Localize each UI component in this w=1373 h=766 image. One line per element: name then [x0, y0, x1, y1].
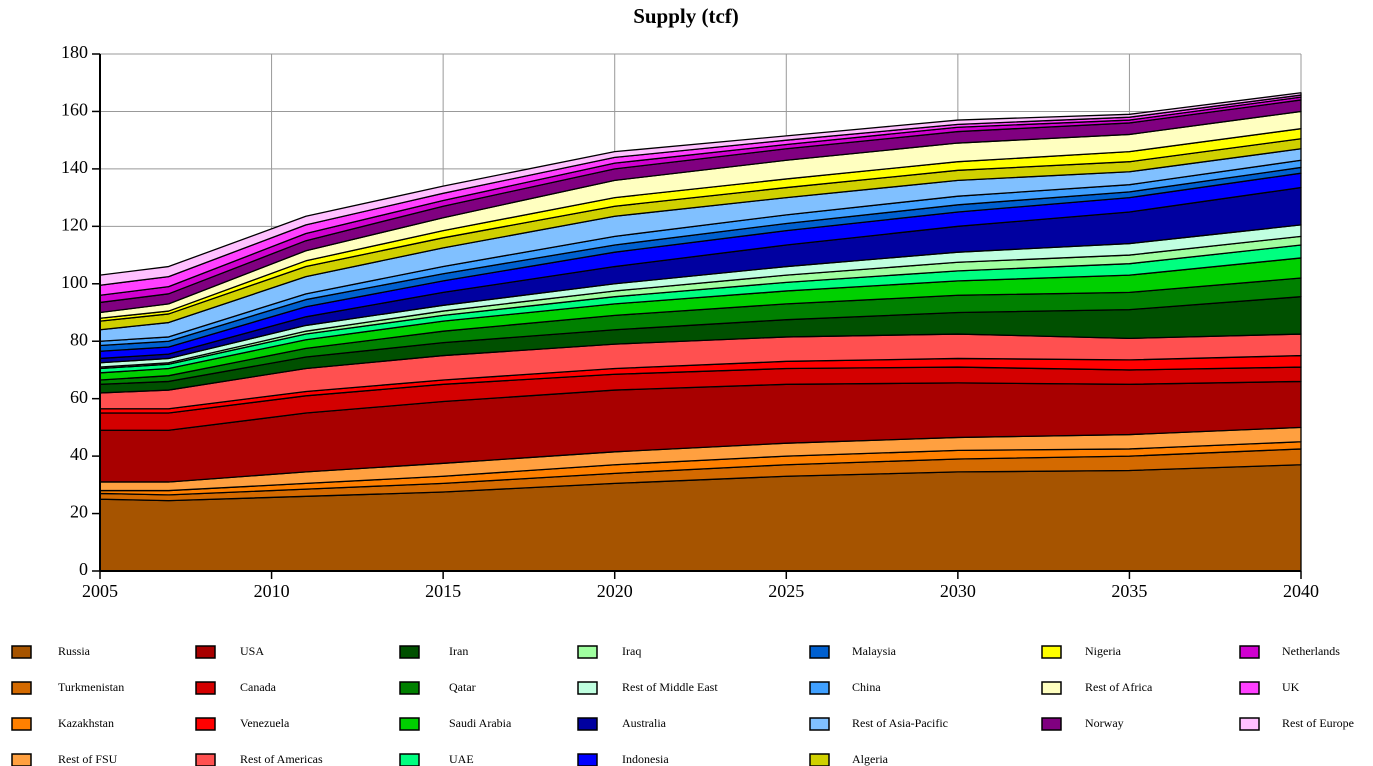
legend-label: Rest of Americas [240, 752, 323, 766]
legend-label: Rest of FSU [58, 752, 118, 766]
legend-label: UAE [449, 752, 474, 766]
legend-label: Venezuela [240, 716, 290, 730]
legend-label: Qatar [449, 680, 476, 694]
y-tick-label: 100 [61, 272, 88, 292]
legend-swatch [1239, 717, 1260, 731]
legend-swatch [577, 753, 598, 766]
legend-swatch [11, 717, 32, 731]
legend-label: Rest of Asia-Pacific [852, 716, 948, 730]
y-tick-label: 40 [70, 444, 88, 464]
legend-label: Rest of Europe [1282, 716, 1354, 730]
legend-label: Canada [240, 680, 277, 694]
legend-label: Iran [449, 644, 468, 658]
legend-label: Kazakhstan [58, 716, 114, 730]
chart-title: Supply (tcf) [633, 4, 739, 28]
legend-swatch [577, 681, 598, 695]
legend-swatch [11, 645, 32, 659]
legend-label: Indonesia [622, 752, 669, 766]
legend-swatch [399, 681, 420, 695]
y-tick-label: 80 [70, 329, 88, 349]
legend-swatch [11, 681, 32, 695]
legend-label: Russia [58, 644, 91, 658]
legend-swatch [399, 717, 420, 731]
legend-label: Saudi Arabia [449, 716, 512, 730]
legend-swatch [1239, 645, 1260, 659]
x-tick-label: 2015 [425, 581, 461, 601]
legend-swatch [809, 753, 830, 766]
legend-label: Rest of Middle East [622, 680, 718, 694]
x-tick-label: 2040 [1283, 581, 1319, 601]
y-tick-label: 20 [70, 502, 88, 522]
legend-swatch [11, 753, 32, 766]
legend-swatch [195, 753, 216, 766]
legend-swatch [809, 681, 830, 695]
y-tick-label: 60 [70, 387, 88, 407]
legend-swatch [1041, 681, 1062, 695]
legend-swatch [399, 753, 420, 766]
x-tick-label: 2005 [82, 581, 118, 601]
legend-swatch [1041, 717, 1062, 731]
area [99, 92, 1302, 286]
legend-swatch [399, 645, 420, 659]
legend-label: Rest of Africa [1085, 680, 1153, 694]
legend-swatch [809, 717, 830, 731]
x-tick-label: 2035 [1111, 581, 1147, 601]
legend-label: Norway [1085, 716, 1124, 730]
legend-label: Turkmenistan [58, 680, 124, 694]
legend-swatch [577, 717, 598, 731]
legend-label: Netherlands [1282, 644, 1340, 658]
legend-swatch [195, 645, 216, 659]
y-tick-label: 180 [61, 42, 88, 62]
legend-label: Australia [622, 716, 667, 730]
legend-label: China [852, 680, 881, 694]
x-tick-label: 2020 [597, 581, 633, 601]
legend-swatch [195, 681, 216, 695]
y-tick-label: 120 [61, 214, 88, 234]
x-tick-label: 2030 [940, 581, 976, 601]
legend-swatch [1041, 645, 1062, 659]
legend-label: UK [1282, 680, 1300, 694]
y-tick-label: 140 [61, 157, 88, 177]
legend-label: Nigeria [1085, 644, 1122, 658]
y-tick-label: 160 [61, 100, 88, 120]
x-tick-label: 2010 [254, 581, 290, 601]
x-tick-label: 2025 [768, 581, 804, 601]
y-tick-label: 0 [79, 559, 88, 579]
legend-swatch [809, 645, 830, 659]
legend-swatch [577, 645, 598, 659]
legend-label: Malaysia [852, 644, 897, 658]
legend-label: Algeria [852, 752, 889, 766]
legend-label: USA [240, 644, 264, 658]
legend-swatch [195, 717, 216, 731]
legend-label: Iraq [622, 644, 641, 658]
legend-swatch [1239, 681, 1260, 695]
